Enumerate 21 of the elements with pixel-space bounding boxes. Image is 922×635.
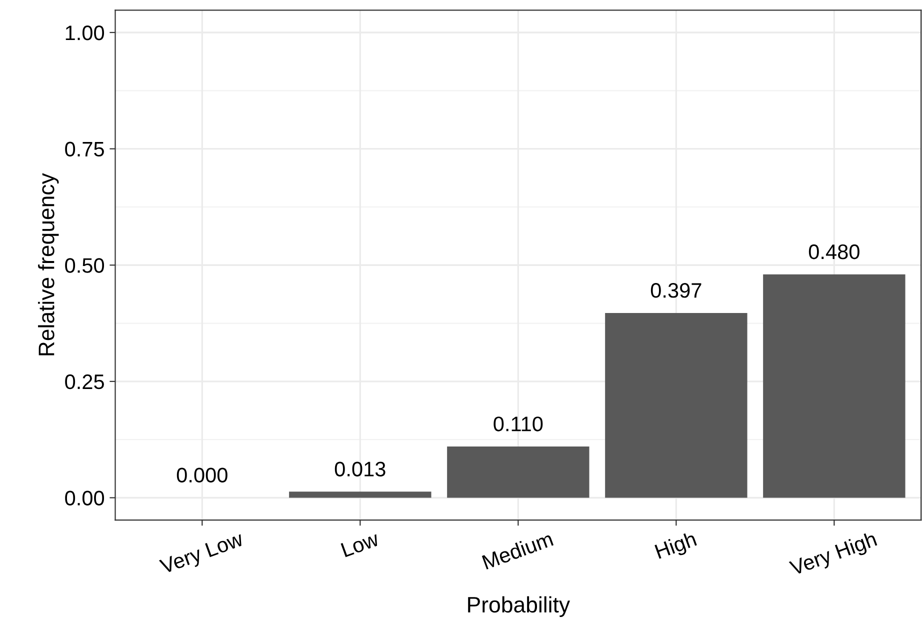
x-axis-title: Probability [468,596,570,618]
bar [289,492,432,498]
y-tick-label: 0.25 [65,374,104,390]
x-tick-label: High [654,530,698,563]
x-tick-label: Medium [482,530,554,570]
data-label: 0.000 [176,468,228,483]
y-axis-title: Relative frequency [38,173,59,356]
data-label: 0.480 [808,244,860,260]
x-tick-label: Low [340,531,380,558]
bar [447,446,590,498]
data-label: 0.397 [650,283,702,298]
x-tick-label: Very Low [158,531,246,578]
y-tick-label: 0.75 [65,142,104,157]
bar [605,313,748,498]
x-tick-label: Very High [788,530,879,580]
y-tick-label: 0.50 [65,258,104,273]
data-label: 0.110 [494,416,543,432]
bar [763,274,906,498]
y-tick-label: 0.00 [65,490,104,506]
y-tick-label: 1.00 [66,25,104,40]
data-label: 0.013 [334,462,386,476]
